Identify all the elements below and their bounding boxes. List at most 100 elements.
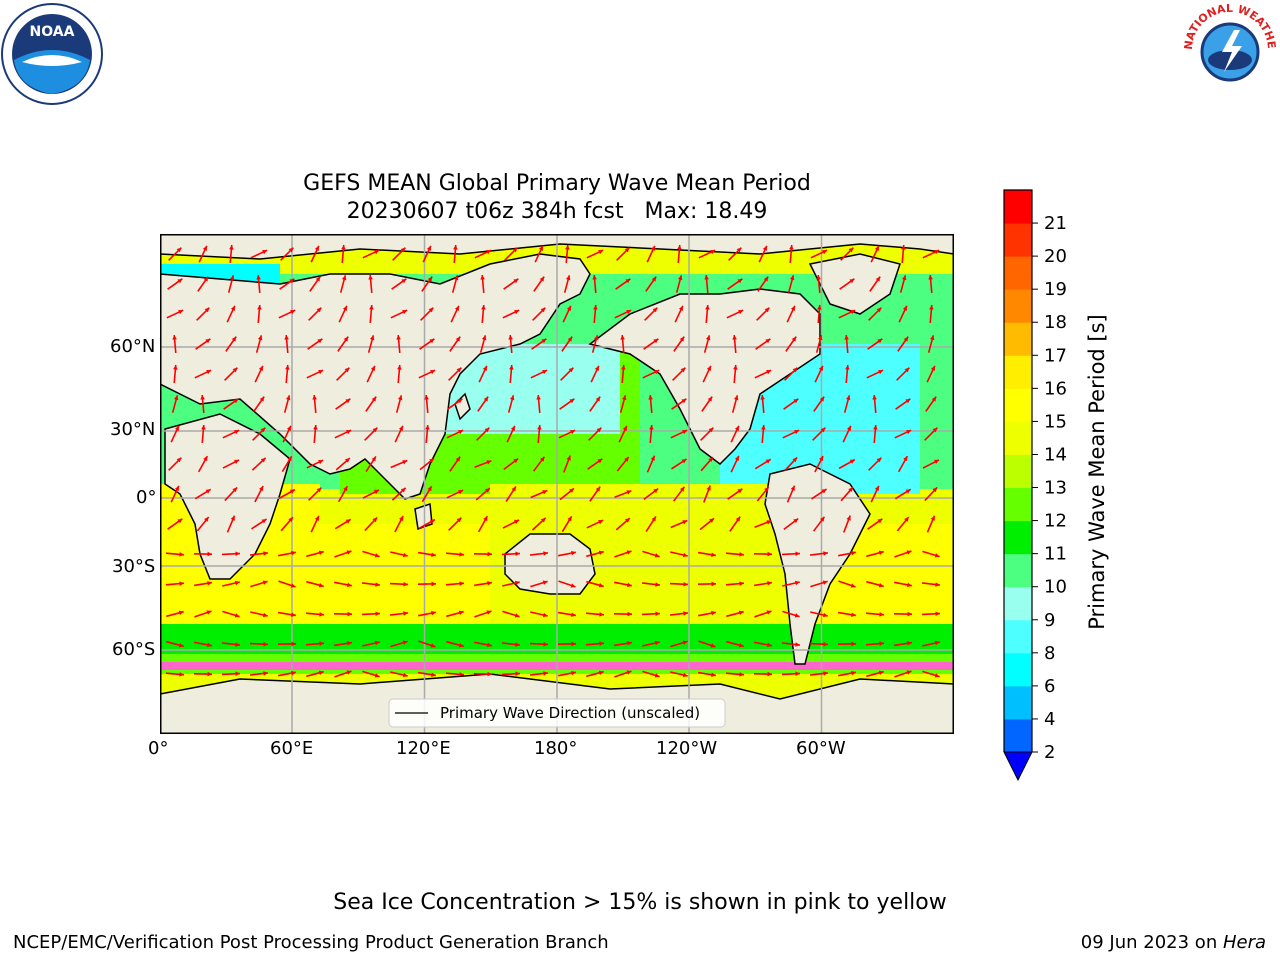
wave-arrow bbox=[756, 307, 770, 321]
map-frame bbox=[160, 234, 954, 734]
wave-arrow bbox=[282, 425, 292, 443]
wave-arrow bbox=[701, 396, 713, 412]
wave-arrow bbox=[224, 367, 238, 381]
wave-arrow bbox=[502, 519, 520, 529]
wave-arrow bbox=[389, 581, 409, 587]
wave-arrow bbox=[872, 394, 877, 414]
wave-arrow bbox=[249, 551, 269, 556]
wave-arrow bbox=[760, 394, 765, 414]
wave-arrow bbox=[897, 455, 909, 473]
wave-arrow bbox=[308, 487, 322, 501]
wave-arrow bbox=[364, 516, 378, 532]
wave-arrow bbox=[196, 516, 210, 532]
wave-arrow bbox=[453, 244, 458, 264]
wave-arrow bbox=[474, 249, 492, 259]
wave-arrow bbox=[166, 309, 184, 319]
wave-arrow bbox=[754, 641, 772, 648]
wave-arrow bbox=[671, 398, 687, 410]
wave-arrow bbox=[536, 394, 541, 414]
wave-arrow bbox=[474, 610, 492, 618]
wave-arrow bbox=[838, 580, 856, 588]
wave-arrow bbox=[698, 640, 716, 648]
wave-arrow bbox=[926, 515, 936, 533]
wave-arrow bbox=[698, 249, 716, 259]
wave-arrow bbox=[927, 335, 935, 353]
wave-arrow bbox=[645, 516, 657, 532]
wave-arrow bbox=[222, 459, 240, 469]
wave-arrow bbox=[502, 610, 520, 618]
lat-tick-0: 0° bbox=[136, 487, 157, 508]
wave-arrow bbox=[705, 304, 710, 324]
wave-arrow bbox=[674, 305, 684, 323]
colorbar-bin bbox=[1004, 586, 1032, 621]
wave-arrow bbox=[675, 275, 683, 293]
wave-arrow bbox=[308, 307, 322, 321]
wave-arrow bbox=[367, 335, 375, 353]
wave-arrow bbox=[278, 550, 296, 557]
wave-arrow bbox=[815, 335, 823, 353]
wave-arrow bbox=[725, 552, 745, 557]
wave-arrow bbox=[173, 364, 178, 384]
colorbar-label: Primary Wave Mean Period [s] bbox=[1085, 314, 1109, 630]
wave-arrow bbox=[873, 424, 878, 444]
wave-arrow bbox=[614, 309, 632, 319]
wave-arrow bbox=[201, 424, 206, 444]
colorbar-bin bbox=[1004, 619, 1032, 654]
wave-arrow bbox=[504, 247, 518, 261]
wave-arrow bbox=[193, 581, 213, 587]
wave-arrow bbox=[866, 369, 884, 379]
wave-arrow bbox=[306, 459, 324, 469]
wave-arrow bbox=[306, 670, 324, 678]
wave-arrow bbox=[477, 396, 489, 412]
wave-arrow bbox=[396, 334, 401, 354]
wave-arrow bbox=[565, 244, 570, 264]
wave-arrow bbox=[866, 580, 884, 588]
wave-arrow bbox=[196, 307, 210, 321]
wave-arrow bbox=[503, 457, 519, 471]
wave-arrow bbox=[361, 582, 381, 587]
wave-arrow bbox=[389, 611, 409, 616]
wave-arrow bbox=[754, 458, 772, 470]
wave-arrow bbox=[224, 486, 238, 502]
wave-arrow bbox=[726, 640, 744, 648]
wave-arrow bbox=[809, 671, 829, 676]
colorbar-bin bbox=[1004, 388, 1032, 422]
wave-arrow bbox=[926, 365, 936, 383]
wave-arrow bbox=[200, 394, 205, 414]
wave-arrow bbox=[168, 247, 182, 261]
wave-arrow bbox=[446, 489, 464, 499]
wave-arrow bbox=[277, 611, 297, 617]
wave-arrow bbox=[419, 457, 435, 471]
wave-arrow bbox=[394, 515, 404, 533]
wave-arrow bbox=[194, 610, 212, 618]
nws-logo-icon: NATIONAL WEATHER SERVICE bbox=[1178, 0, 1278, 96]
wave-arrow bbox=[531, 338, 547, 350]
credit-text: NCEP/EMC/Verification Post Processing Pr… bbox=[13, 932, 609, 953]
wave-arrow bbox=[725, 672, 745, 677]
wave-arrow bbox=[702, 365, 712, 383]
wave-arrow bbox=[844, 334, 849, 354]
wave-arrow bbox=[281, 455, 293, 473]
wave-arrow bbox=[475, 487, 491, 501]
wave-arrow bbox=[559, 487, 575, 501]
wave-arrow bbox=[473, 581, 493, 587]
wave-arrow bbox=[226, 515, 236, 533]
wave-arrow bbox=[335, 457, 351, 471]
wave-arrow bbox=[813, 396, 825, 412]
wave-arrow bbox=[592, 274, 597, 294]
wave-arrow bbox=[197, 276, 209, 292]
colorbar-bin bbox=[1004, 355, 1032, 389]
wave-arrow bbox=[421, 485, 433, 503]
wave-arrow bbox=[591, 335, 599, 353]
wave-arrow bbox=[252, 427, 266, 441]
wave-arrow bbox=[278, 670, 296, 677]
wave-arrow bbox=[725, 581, 745, 586]
wave-arrow bbox=[614, 581, 632, 588]
wave-arrow bbox=[229, 244, 234, 264]
wave-arrow bbox=[649, 424, 654, 444]
wave-arrow bbox=[537, 424, 542, 444]
wave-arrow bbox=[391, 278, 407, 290]
wave-arrow bbox=[641, 582, 661, 587]
wave-arrow bbox=[312, 394, 317, 414]
wave-arrow bbox=[781, 671, 801, 677]
